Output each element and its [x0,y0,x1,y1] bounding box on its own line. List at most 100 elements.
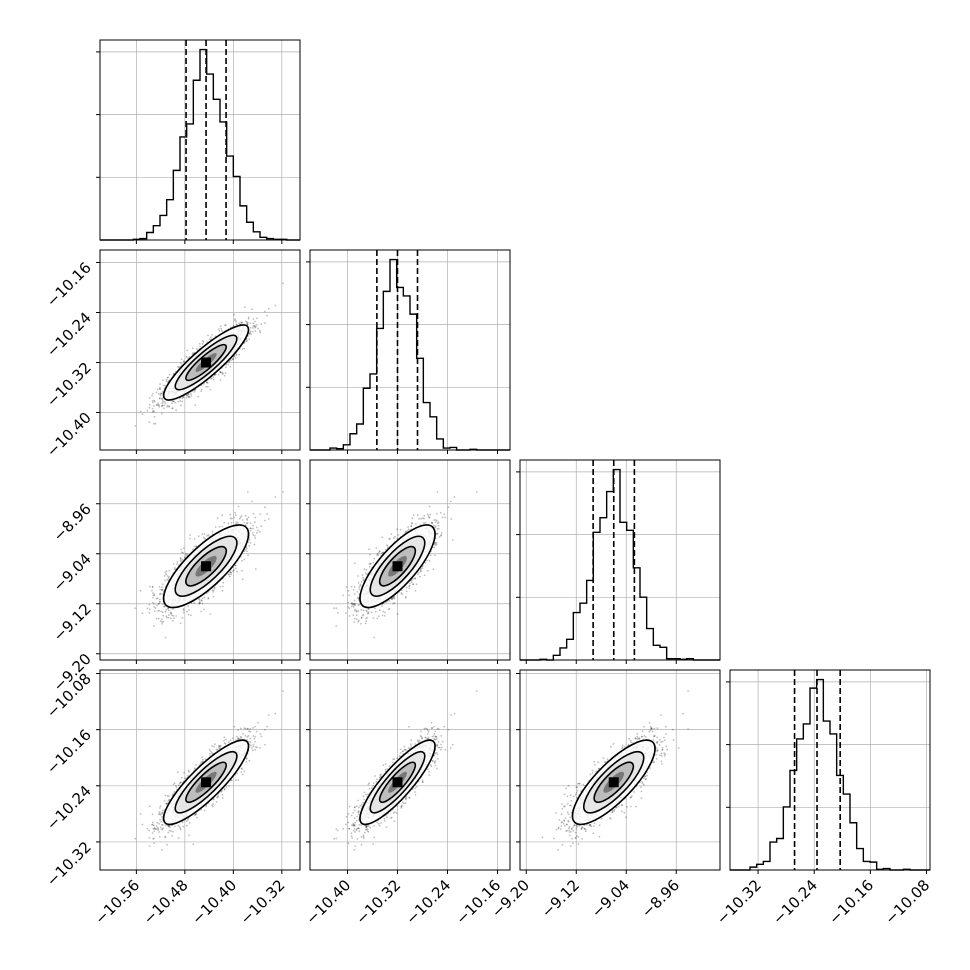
sample-point [148,612,151,614]
sample-point [188,356,191,358]
sample-point [188,609,190,611]
sample-point [163,605,166,608]
sample-point [428,559,431,562]
sample-point [436,528,439,530]
sample-point [216,517,219,520]
sample-point [200,390,203,393]
sample-point [158,600,161,603]
sample-point [203,537,206,540]
sample-point [165,573,168,576]
sample-point [254,516,257,519]
sample-point [175,409,178,412]
sample-point [252,527,255,530]
sample-point [256,532,258,534]
sample-point [249,527,252,530]
sample-point [157,402,159,405]
sample-point [227,363,230,366]
sample-point [221,373,224,376]
sample-point [353,562,356,564]
sample-point [163,401,166,403]
sample-point [179,559,182,561]
sample-point [182,611,185,614]
sample-point [166,404,169,407]
sample-point [376,617,378,620]
sample-point [139,589,142,592]
sample-point [163,404,166,407]
sample-point [180,362,182,365]
sample-point [182,547,185,549]
sample-point [202,383,205,385]
sample-point [193,538,196,540]
sample-point [175,615,178,617]
sample-point [151,585,154,588]
sample-point [220,327,223,330]
sample-point [241,559,243,562]
sample-point [158,586,161,588]
sample-point [352,614,355,616]
sample-point [360,617,363,619]
sample-point [370,611,373,614]
sample-point [233,313,236,316]
sample-point [260,525,263,528]
sample-point [232,357,235,360]
sample-point [161,398,163,400]
sample-point [179,622,182,625]
sample-point [230,521,233,524]
sample-point [235,353,238,355]
sample-point [260,323,263,326]
sample-point [159,388,162,391]
sample-point [246,522,249,524]
y-tick-label: −8.96 [50,500,95,545]
sample-point [156,597,159,599]
sample-point [164,610,167,613]
sample-point [156,604,159,607]
sample-point [166,377,169,379]
sample-point [241,578,244,581]
sample-point [229,513,232,516]
sample-point [436,491,439,493]
sample-point [237,505,240,508]
sample-point [197,395,200,398]
sample-point [207,334,209,337]
sample-point [221,329,223,332]
sample-point [267,307,270,310]
sample-point [171,614,173,617]
sample-point [213,587,216,590]
sample-point [434,519,437,521]
sample-point [186,394,189,397]
sample-point [152,597,155,599]
sample-point [161,404,163,407]
sample-point [201,533,204,536]
sample-point [162,620,165,623]
sample-point [254,326,257,329]
sample-point [156,403,159,406]
sample-point [219,585,222,588]
sample-point [362,576,364,579]
sample-point [235,567,237,570]
sample-point [274,304,277,307]
sample-point [167,405,170,408]
scatter-panel-2-0 [96,459,301,664]
sample-point [241,321,244,324]
y-tick-label: −9.12 [50,600,95,645]
sample-point [160,610,163,613]
sample-point [274,496,277,498]
sample-point [232,570,235,573]
sample-point [361,614,364,617]
sample-point [186,394,189,397]
sample-point [210,336,212,339]
panel-background [310,250,510,450]
sample-point [182,396,185,398]
sample-point [353,593,356,595]
sample-point [357,575,359,577]
sample-point [209,388,212,391]
sample-point [253,325,256,327]
sample-point [224,372,227,374]
sample-point [238,322,241,325]
density-peak [201,561,212,572]
sample-point [249,322,252,325]
sample-point [249,332,252,334]
sample-point [347,601,350,604]
sample-point [219,371,222,374]
sample-point [212,595,215,598]
